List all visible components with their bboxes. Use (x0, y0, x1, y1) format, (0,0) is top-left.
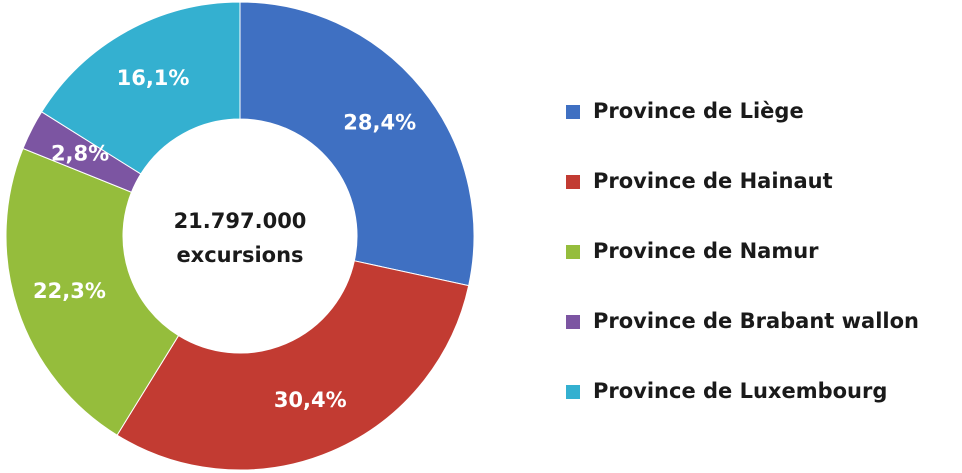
legend-label: Province de Brabant wallon (593, 309, 919, 333)
legend-swatch (566, 105, 580, 119)
donut-slice (5, 147, 180, 436)
data-label: 16,1% (117, 66, 190, 90)
donut-slice (116, 260, 470, 471)
data-label: 2,8% (51, 142, 109, 166)
legend-label: Province de Liège (593, 99, 804, 123)
data-label: 30,4% (274, 388, 347, 412)
donut-slice (239, 1, 475, 287)
legend-swatch (566, 385, 580, 399)
data-label: 28,4% (343, 110, 416, 134)
legend-label: Province de Hainaut (593, 169, 833, 193)
center-total: 21.797.000 (174, 209, 307, 233)
data-label: 22,3% (33, 279, 106, 303)
center-caption: excursions (176, 243, 303, 267)
legend-swatch (566, 245, 580, 259)
donut-slice (40, 1, 241, 175)
legend-label: Province de Namur (593, 239, 819, 263)
legend-swatch (566, 175, 580, 189)
legend-label: Province de Luxembourg (593, 379, 887, 403)
legend-swatch (566, 315, 580, 329)
